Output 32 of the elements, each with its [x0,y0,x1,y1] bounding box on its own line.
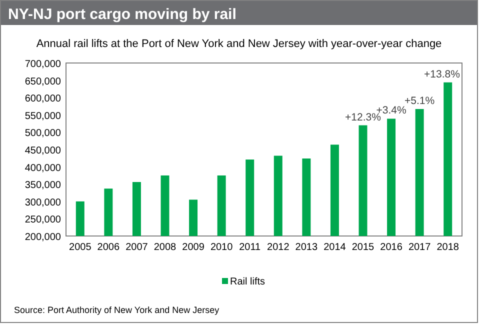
x-tick-label: 2005 [69,242,92,253]
x-tick-label: 2008 [154,242,177,253]
y-tick-label: 550,000 [24,110,62,122]
x-tick-label: 2017 [408,242,432,253]
x-tick-label: 2007 [126,242,148,253]
x-tick-label: 2012 [267,242,290,253]
chart-subtitle: Annual rail lifts at the Port of New York and New Jersey with year-over-year change [36,38,442,50]
x-tick-label: 2011 [239,242,262,253]
y-tick-label: 200,000 [24,232,62,243]
annotation: +5.1% [404,95,435,108]
x-tick-label: 2016 [380,242,403,253]
y-tick-label: 300,000 [24,197,62,208]
annotation: +13.8% [424,68,460,80]
x-tick-label: 2010 [210,242,234,253]
legend-label: Rail lifts [230,276,266,288]
x-tick-label: 2013 [295,242,318,253]
y-tick-label: 650,000 [24,76,62,88]
chart-title: NY-NJ port cargo moving by rail [8,6,236,23]
y-tick-label: 500,000 [24,128,62,140]
y-tick-label: 600,000 [24,94,62,105]
x-tick-label: 2009 [182,242,205,253]
x-tick-label: 2014 [324,242,346,253]
source-note: Source: Port Authority of New York and New Jersey [14,305,220,315]
y-tick-label: 350,000 [24,180,62,192]
y-tick-label: 250,000 [24,214,62,226]
y-tick-label: 400,000 [24,162,62,174]
x-tick-label: 2015 [352,242,375,253]
y-tick-label: 450,000 [24,146,62,156]
x-tick-label: 2018 [436,242,460,253]
x-tick-label: 2006 [97,242,120,253]
annotation: +12.3% [345,111,381,124]
y-tick-label: 700,000 [24,59,62,70]
